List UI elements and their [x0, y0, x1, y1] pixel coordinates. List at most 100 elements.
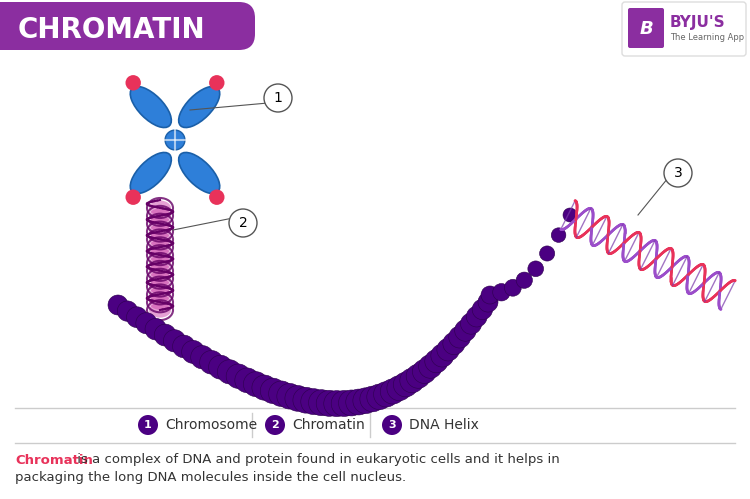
Ellipse shape — [149, 295, 171, 310]
Circle shape — [394, 372, 418, 397]
Circle shape — [308, 390, 334, 416]
Circle shape — [293, 387, 319, 413]
Circle shape — [190, 346, 214, 369]
Text: Chromatin: Chromatin — [292, 418, 364, 432]
Circle shape — [229, 209, 257, 237]
Circle shape — [226, 364, 251, 388]
Ellipse shape — [149, 240, 171, 255]
Circle shape — [406, 364, 430, 388]
Ellipse shape — [149, 224, 171, 239]
Circle shape — [481, 286, 499, 304]
Ellipse shape — [149, 302, 171, 318]
Circle shape — [448, 326, 471, 348]
Text: CHROMATIN: CHROMATIN — [18, 16, 206, 44]
Ellipse shape — [149, 216, 171, 231]
Circle shape — [478, 292, 498, 312]
Circle shape — [324, 391, 350, 417]
Ellipse shape — [178, 153, 220, 194]
Ellipse shape — [209, 75, 224, 90]
Ellipse shape — [149, 279, 171, 294]
Circle shape — [442, 332, 465, 355]
Circle shape — [539, 246, 555, 261]
Circle shape — [285, 386, 310, 411]
Ellipse shape — [149, 263, 171, 278]
Circle shape — [136, 313, 157, 334]
Circle shape — [380, 379, 406, 404]
Text: Chromatin: Chromatin — [15, 454, 93, 467]
Circle shape — [551, 228, 566, 243]
Circle shape — [387, 376, 412, 401]
Circle shape — [374, 382, 399, 407]
Circle shape — [244, 372, 268, 397]
Circle shape — [338, 390, 364, 416]
Circle shape — [419, 355, 442, 378]
Circle shape — [127, 307, 147, 327]
Circle shape — [264, 84, 292, 112]
Text: The Learning App: The Learning App — [670, 32, 744, 41]
Circle shape — [138, 415, 158, 435]
Text: packaging the long DNA molecules inside the cell nucleus.: packaging the long DNA molecules inside … — [15, 471, 406, 484]
Text: DNA Helix: DNA Helix — [409, 418, 478, 432]
Circle shape — [382, 415, 402, 435]
Circle shape — [182, 340, 205, 363]
Circle shape — [400, 368, 424, 393]
Circle shape — [235, 368, 260, 393]
Circle shape — [117, 301, 138, 321]
Ellipse shape — [165, 130, 185, 150]
Text: 3: 3 — [674, 166, 682, 180]
FancyBboxPatch shape — [622, 2, 746, 56]
FancyBboxPatch shape — [0, 2, 255, 50]
Circle shape — [172, 335, 195, 358]
Circle shape — [466, 306, 487, 327]
Ellipse shape — [149, 209, 171, 224]
Ellipse shape — [125, 75, 141, 90]
Ellipse shape — [149, 255, 171, 270]
Circle shape — [424, 349, 448, 373]
Circle shape — [360, 386, 386, 412]
Circle shape — [528, 261, 544, 276]
Circle shape — [516, 272, 532, 288]
Text: Chromosome: Chromosome — [165, 418, 257, 432]
Circle shape — [260, 378, 286, 404]
Circle shape — [108, 295, 128, 315]
Circle shape — [217, 360, 242, 384]
Circle shape — [332, 391, 357, 417]
Circle shape — [164, 330, 186, 352]
Circle shape — [154, 324, 176, 346]
Text: 1: 1 — [274, 91, 283, 105]
Ellipse shape — [149, 248, 171, 262]
Ellipse shape — [149, 232, 171, 247]
Circle shape — [346, 389, 371, 415]
Circle shape — [563, 208, 577, 222]
Circle shape — [316, 390, 342, 416]
Circle shape — [493, 283, 510, 301]
Circle shape — [265, 415, 285, 435]
Circle shape — [209, 355, 232, 379]
Bar — [0, 2, 20, 50]
Circle shape — [430, 344, 454, 367]
Circle shape — [277, 383, 302, 409]
Text: 2: 2 — [238, 216, 248, 230]
Ellipse shape — [209, 190, 224, 205]
Circle shape — [436, 338, 460, 361]
Circle shape — [268, 381, 294, 407]
Ellipse shape — [149, 287, 171, 302]
Ellipse shape — [149, 201, 171, 216]
Text: is a complex of DNA and protein found in eukaryotic cells and it helps in: is a complex of DNA and protein found in… — [73, 454, 560, 467]
Circle shape — [352, 388, 379, 414]
Circle shape — [367, 384, 392, 410]
Ellipse shape — [178, 86, 220, 128]
Ellipse shape — [149, 271, 171, 286]
Circle shape — [145, 318, 166, 340]
Circle shape — [454, 320, 476, 341]
Circle shape — [505, 279, 521, 296]
FancyBboxPatch shape — [628, 8, 664, 48]
Circle shape — [301, 389, 327, 415]
Text: 3: 3 — [388, 420, 396, 430]
Ellipse shape — [130, 153, 171, 194]
Ellipse shape — [125, 190, 141, 205]
Circle shape — [472, 299, 493, 320]
Text: 2: 2 — [272, 420, 279, 430]
Ellipse shape — [130, 86, 171, 128]
Circle shape — [664, 159, 692, 187]
